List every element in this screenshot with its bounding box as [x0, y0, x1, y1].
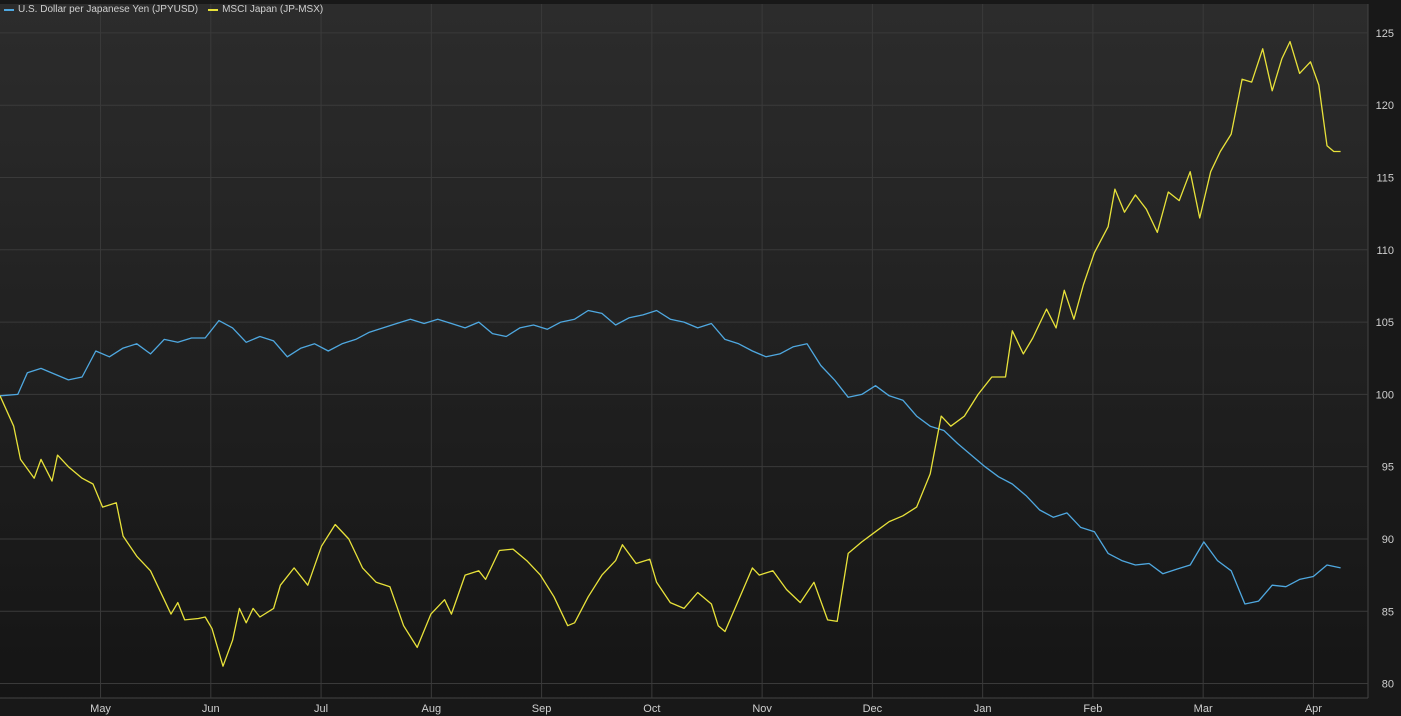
series-line-jpyusd[interactable]: [0, 309, 1341, 605]
y-tick-labels: 80 85 90 95 100 105 110 115 120 125: [1376, 28, 1394, 691]
x-tick-label-feb: Feb: [1083, 703, 1102, 715]
x-tick-label-jul: Jul: [314, 703, 328, 715]
x-tick-labels: May Jun Jul Aug Sep Oct Nov Dec Jan Feb Mar Apr: [90, 703, 1322, 715]
x-tick-label-apr: Apr: [1305, 703, 1322, 715]
y-tick-label-95: 95: [1382, 462, 1394, 474]
y-tick-label-90: 90: [1382, 534, 1394, 546]
legend-item-msci[interactable]: MSCI Japan (JP-MSX): [208, 4, 323, 15]
y-tick-label-100: 100: [1376, 389, 1394, 401]
x-tick-label-sep: Sep: [532, 703, 552, 715]
x-tick-label-nov: Nov: [752, 703, 772, 715]
plot-area: [0, 4, 1368, 698]
series-lines: [0, 40, 1341, 667]
x-tick-label-aug: Aug: [422, 703, 442, 715]
grid-lines: [0, 4, 1368, 698]
series-line-msci[interactable]: [0, 40, 1341, 667]
legend-label-msci: MSCI Japan (JP-MSX): [222, 4, 324, 15]
y-tick-label-115: 115: [1376, 173, 1394, 185]
x-tick-label-jun: Jun: [202, 703, 220, 715]
y-tick-label-80: 80: [1382, 679, 1394, 691]
x-tick-label-dec: Dec: [863, 703, 883, 715]
y-tick-label-120: 120: [1376, 100, 1394, 112]
x-tick-label-oct: Oct: [643, 703, 660, 715]
legend-swatch-jpyusd: [4, 8, 14, 11]
y-tick-label-105: 105: [1376, 317, 1394, 329]
y-tick-label-85: 85: [1382, 606, 1394, 618]
y-tick-label-125: 125: [1376, 28, 1394, 40]
legend: U.S. Dollar per Japanese Yen (JPYUSD) MS…: [4, 4, 323, 15]
legend-item-jpyusd[interactable]: U.S. Dollar per Japanese Yen (JPYUSD): [4, 4, 198, 15]
x-tick-label-jan: Jan: [974, 703, 992, 715]
x-tick-label-mar: Mar: [1194, 703, 1213, 715]
x-tick-label-may: May: [90, 703, 111, 715]
legend-swatch-msci: [208, 8, 219, 11]
y-tick-label-110: 110: [1376, 245, 1394, 257]
legend-label-jpyusd: U.S. Dollar per Japanese Yen (JPYUSD): [18, 4, 199, 15]
